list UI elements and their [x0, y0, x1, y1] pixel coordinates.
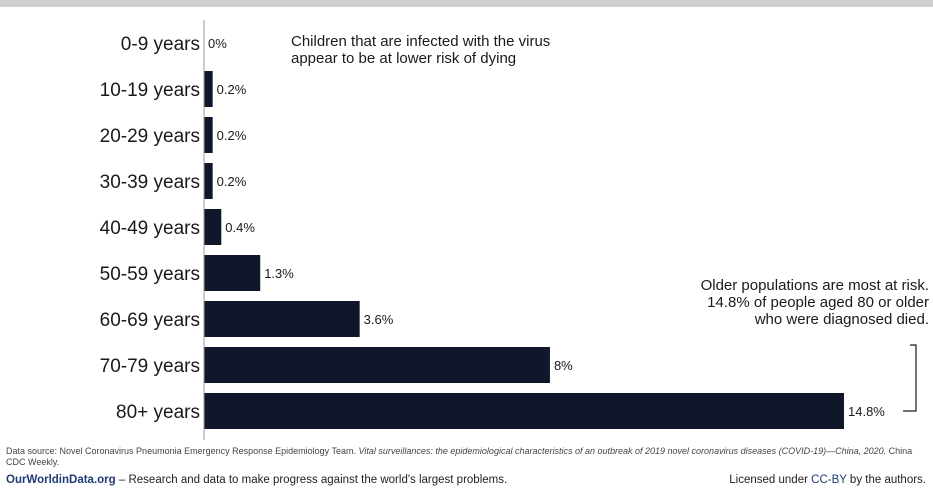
value-label: 8%	[554, 358, 573, 373]
bar[interactable]	[204, 117, 213, 153]
older-note: Older populations are most at risk.14.8%…	[701, 277, 929, 328]
y-tick-label: 50-59 years	[100, 264, 200, 285]
license-text: Licensed under CC-BY by the authors.	[729, 474, 926, 486]
source-journal: China CDC Weekly.	[6, 446, 913, 467]
value-label: 0.2%	[217, 82, 247, 97]
value-label: 3.6%	[364, 312, 394, 327]
y-tick-label: 20-29 years	[100, 126, 200, 147]
bar[interactable]	[204, 347, 550, 383]
owid-tagline: – Research and data to make progress aga…	[118, 474, 508, 486]
data-source-line: Data source: Novel Coronavirus Pneumonia…	[6, 446, 926, 468]
source-footer: Data source: Novel Coronavirus Pneumonia…	[6, 446, 926, 468]
y-tick-label: 70-79 years	[100, 356, 200, 377]
bar[interactable]	[204, 393, 844, 429]
value-label: 0.4%	[225, 220, 255, 235]
bar[interactable]	[204, 71, 213, 107]
bar[interactable]	[204, 163, 213, 199]
y-tick-label: 10-19 years	[100, 80, 200, 101]
top-cropped-subtitle	[0, 0, 933, 7]
source-label: Data source: Novel Coronavirus Pneumonia…	[6, 446, 357, 456]
value-label: 1.3%	[264, 266, 294, 281]
y-tick-label: 80+ years	[116, 402, 200, 423]
bar[interactable]	[204, 255, 261, 291]
value-label: 14.8%	[848, 404, 885, 419]
age-fatality-bar-chart: 0-9 years 10-19 years 20-29 years 30-39 yea…	[100, 20, 929, 440]
bar[interactable]	[204, 209, 222, 245]
y-tick-label: 60-69 years	[100, 310, 200, 331]
bar[interactable]	[204, 301, 360, 337]
license-suffix: by the authors.	[849, 474, 926, 486]
value-label: 0.2%	[217, 174, 247, 189]
annotation-line: Children that are infected with the viru…	[291, 33, 550, 50]
children-note: Children that are infected with the viru…	[291, 33, 550, 67]
annotation-line: Older populations are most at risk.	[701, 277, 929, 294]
y-tick-label: 40-49 years	[100, 218, 200, 239]
annotation-line: appear to be at lower risk of dying	[291, 50, 516, 67]
annotation-line: 14.8% of people aged 80 or older	[707, 294, 929, 311]
footer-bottom-row: OurWorldinData.org – Research and data t…	[6, 474, 926, 490]
y-tick-label: 30-39 years	[100, 172, 200, 193]
annotation-line: who were diagnosed died.	[754, 311, 929, 328]
y-tick-label: 0-9 years	[121, 34, 200, 55]
value-label: 0.2%	[217, 128, 247, 143]
license-link[interactable]: CC-BY	[811, 474, 847, 486]
value-label: 0%	[208, 36, 227, 51]
source-title: Vital surveillances: the epidemiological…	[358, 446, 887, 456]
annotation-bracket	[903, 344, 917, 412]
license-prefix: Licensed under	[729, 474, 808, 486]
owid-link[interactable]: OurWorldinData.org	[6, 474, 116, 486]
